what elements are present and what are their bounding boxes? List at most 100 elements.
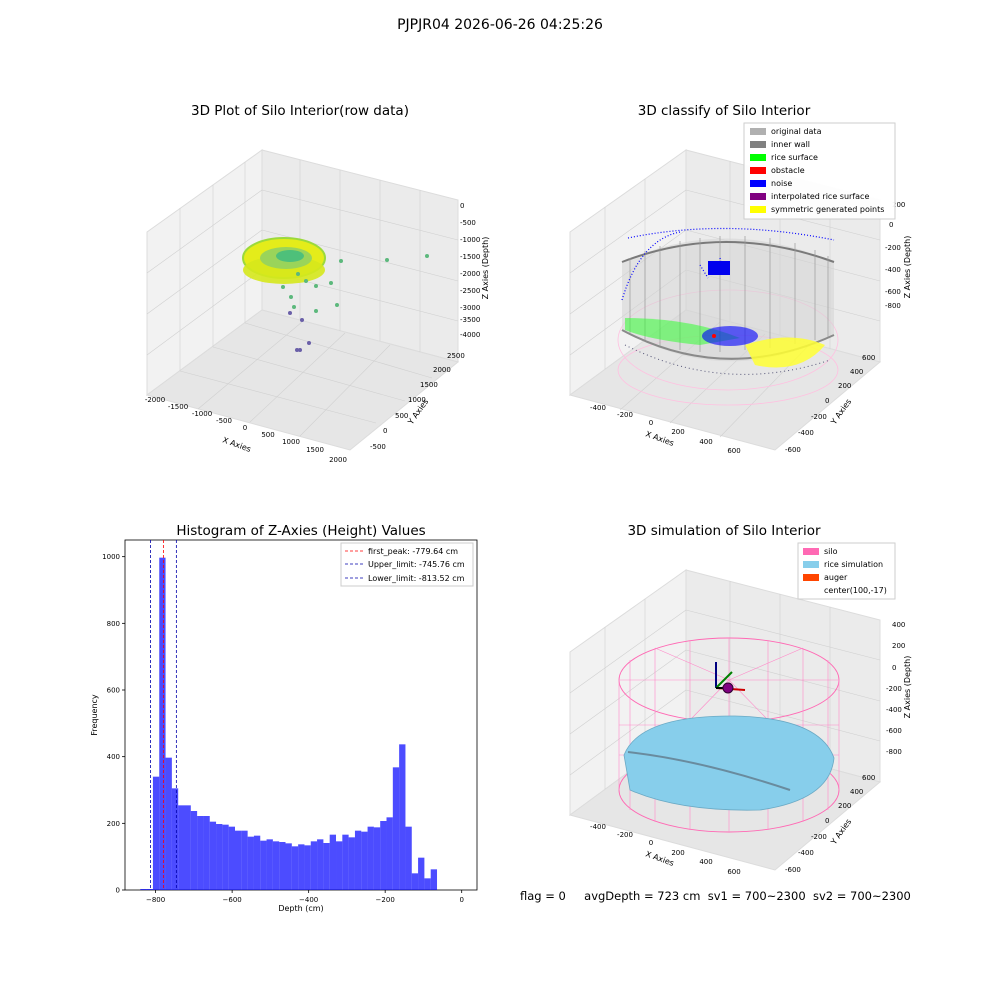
y-tick-label: 600: [107, 687, 120, 695]
histogram-bar: [159, 557, 166, 890]
raw-x-label: X Axies: [221, 435, 252, 454]
histogram-bar: [298, 844, 305, 890]
simulation-y-tick: 0: [825, 817, 829, 825]
classify-y-ticks: -600 -400 -200 0 200 400 600: [785, 354, 875, 454]
histogram-bar: [197, 816, 204, 890]
classify-y-tick: 600: [862, 354, 875, 362]
simulation-z-tick: 200: [892, 642, 905, 650]
raw-x-tick: 2000: [329, 456, 347, 464]
histogram-legend: first_peak: -779.64 cm Upper_limit: -745…: [340, 542, 474, 587]
legend-label: center(100,-17): [824, 586, 887, 595]
histogram-bar: [392, 767, 400, 890]
y-tick-label: 400: [107, 753, 120, 761]
histogram-bar: [266, 839, 273, 890]
histogram-bar: [424, 878, 431, 890]
raw-x-tick: -2000: [145, 396, 165, 404]
classify-z-label: Z Axies (Depth): [903, 236, 912, 299]
raw-z-label: Z Axies (Depth): [481, 237, 490, 300]
raw-z-tick: -2000: [460, 270, 480, 278]
histogram-bar: [241, 830, 248, 890]
figure-title: PJPJR04 2026-06-26 04:25:26: [397, 17, 603, 33]
legend-label: Lower_limit: -813.52 cm: [368, 574, 465, 583]
raw-x-tick: 1000: [282, 438, 300, 446]
histogram-bar: [253, 835, 261, 890]
legend-swatch: [750, 141, 766, 148]
raw-x-tick: 1500: [306, 446, 324, 454]
simulation-z-tick: -600: [886, 727, 902, 735]
raw-z-tick: -500: [460, 219, 476, 227]
histogram-bar: [386, 817, 393, 890]
classify-y-tick: 400: [850, 368, 863, 376]
classify-x-tick: 0: [649, 419, 653, 427]
histogram-bar: [260, 840, 267, 890]
raw-y-tick: 2500: [447, 352, 465, 360]
legend-label: first_peak: -779.64 cm: [368, 547, 458, 556]
legend-label: rice simulation: [824, 560, 883, 569]
histogram-bar: [165, 757, 172, 890]
simulation-x-tick: 400: [699, 858, 712, 866]
simulation-y-tick: -400: [798, 849, 814, 857]
classify-y-tick: -200: [811, 413, 827, 421]
histogram-bar: [373, 827, 381, 890]
histogram-bar: [405, 826, 412, 890]
classify-x-ticks: -400 -200 0 200 400 600: [590, 404, 741, 455]
histogram-bar: [399, 744, 406, 890]
legend-label: original data: [771, 127, 822, 136]
classify-x-tick: -200: [617, 411, 633, 419]
histogram-bar: [411, 873, 419, 890]
classify-x-tick: 600: [727, 447, 740, 455]
classify-plot-title: 3D classify of Silo Interior: [637, 103, 811, 119]
raw-y-tick: 500: [395, 412, 408, 420]
simulation-legend: silo rice simulation auger center(100,-1…: [797, 542, 896, 600]
histogram-bars: [140, 557, 438, 890]
simulation-z-tick: 400: [892, 621, 905, 629]
raw-y-tick: -500: [370, 443, 386, 451]
y-tick-label: 0: [116, 887, 120, 895]
simulation-z-ticks: 400 200 0 -200 -400 -600 -800: [886, 621, 905, 756]
histogram-bar: [235, 830, 242, 890]
legend-label: auger: [824, 573, 848, 582]
raw-y-tick: 0: [383, 427, 387, 435]
classify-z-tick: -200: [885, 244, 901, 252]
raw-z-tick: -4000: [460, 331, 480, 339]
histogram-reference-lines: [150, 540, 177, 890]
raw-y-tick: 1500: [420, 381, 438, 389]
classify-z-tick: -800: [885, 302, 901, 310]
histogram-y-label: Frequency: [90, 694, 99, 736]
histogram-bar: [190, 811, 198, 890]
histogram-bar: [285, 843, 292, 890]
histogram-bar: [342, 834, 349, 890]
x-tick-label: −400: [299, 896, 318, 904]
legend-label: noise: [771, 179, 792, 188]
raw-z-tick: -1000: [460, 236, 480, 244]
histogram-chart: −800 −600 −400 −200 0 0 200 400 600 800 1000: [102, 539, 478, 904]
legend-swatch: [750, 180, 766, 187]
legend-swatch: [803, 548, 819, 555]
histogram-bar: [361, 831, 368, 890]
raw-x-tick: 500: [261, 431, 274, 439]
classify-y-tick: -600: [785, 446, 801, 454]
raw-x-tick: -1000: [192, 410, 212, 418]
simulation-y-tick: -200: [811, 833, 827, 841]
simulation-y-tick: 600: [862, 774, 875, 782]
histogram-bar: [178, 805, 185, 890]
simulation-y-tick: -600: [785, 866, 801, 874]
raw-x-ticks: -2000 -1500 -1000 -500 0 500 1000 1500 2…: [145, 396, 347, 464]
histogram-x-label: Depth (cm): [278, 904, 323, 913]
histogram-bar: [203, 816, 210, 890]
simulation-model: [618, 637, 840, 833]
raw-z-tick: 0: [460, 202, 464, 210]
simulation-plot-title: 3D simulation of Silo Interior: [627, 523, 821, 539]
histogram-bar: [146, 889, 153, 890]
simulation-z-label: Z Axies (Depth): [903, 656, 912, 719]
sv1-value: sv1 = 700~2300: [707, 889, 806, 903]
histogram-bar: [367, 826, 374, 890]
raw-y-tick: 1000: [408, 396, 426, 404]
histogram-bar: [323, 843, 330, 890]
histogram-bar: [140, 889, 147, 890]
legend-label: inner wall: [771, 140, 810, 149]
x-tick-label: −800: [146, 896, 165, 904]
histogram-bar: [310, 841, 318, 890]
x-tick-label: −200: [376, 896, 395, 904]
